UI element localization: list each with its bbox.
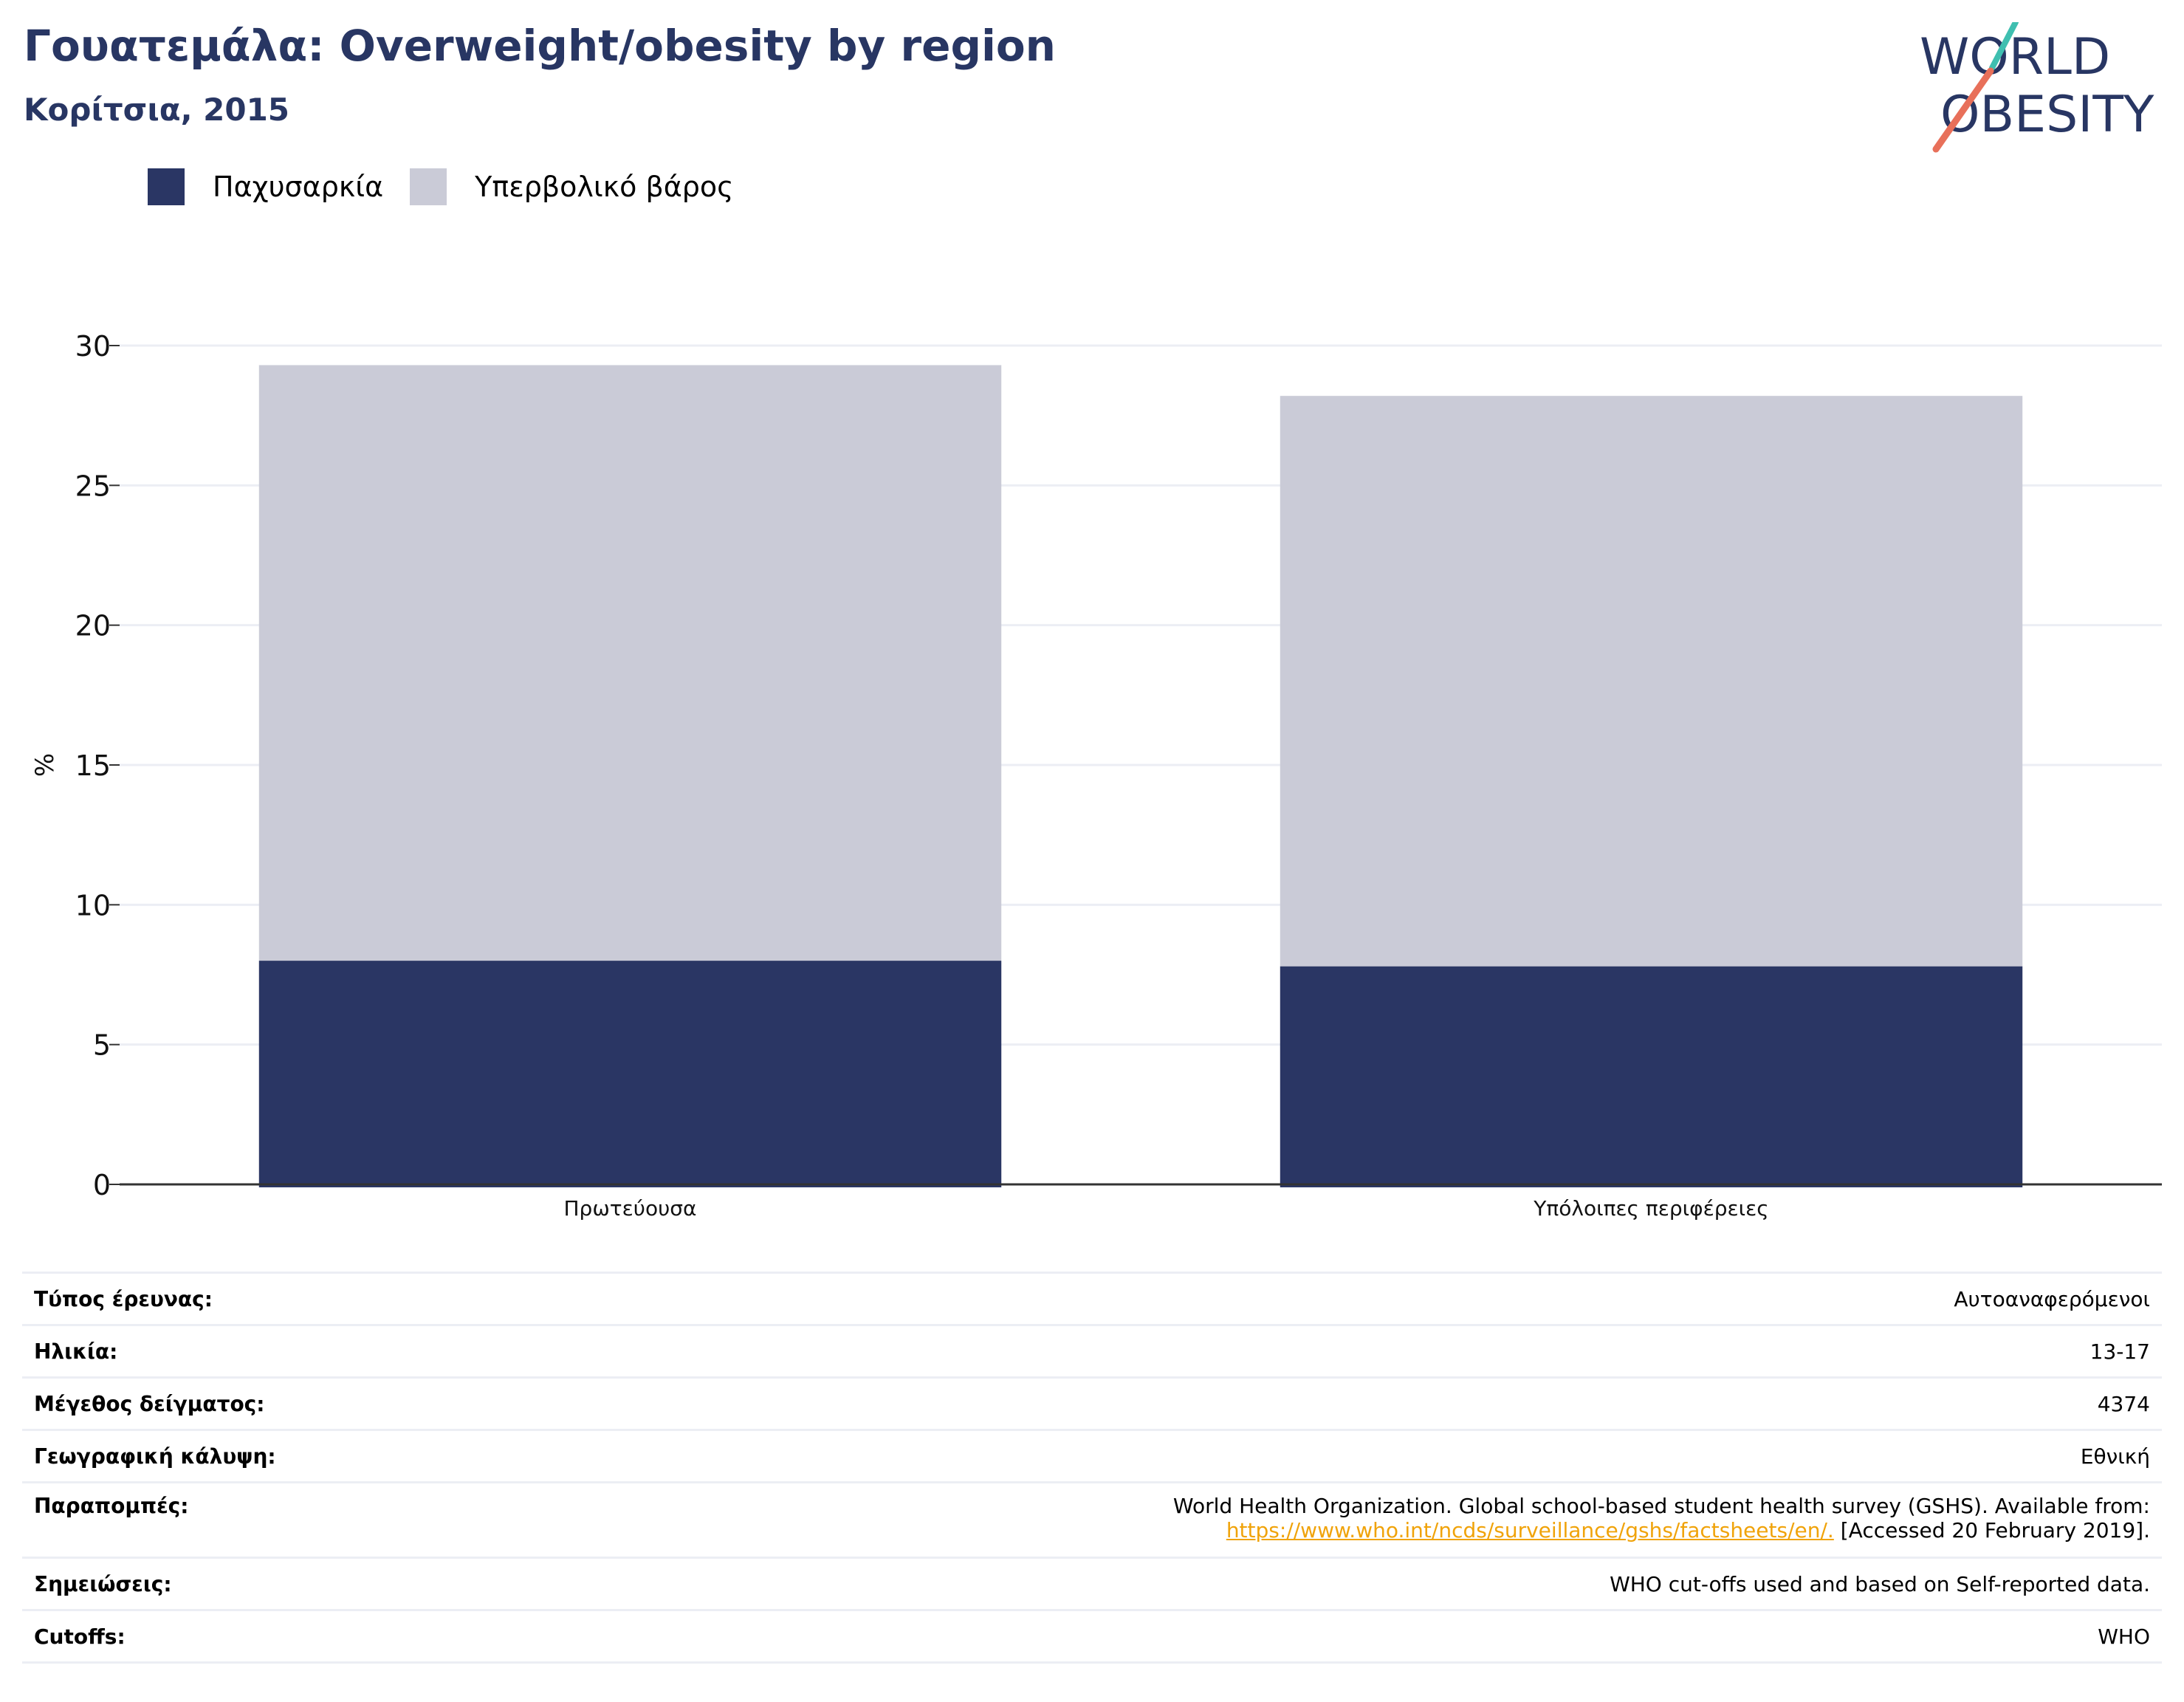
legend-swatch-overweight [410, 168, 447, 205]
chart-legend: Παχυσαρκία Υπερβολικό βάρος [148, 168, 760, 205]
info-label: Ηλικία: [22, 1324, 471, 1378]
references-text: World Health Organization. Global school… [1172, 1494, 2150, 1518]
legend-label-obesity: Παχυσαρκία [213, 171, 384, 203]
info-row-references: Παραπομπές: World Health Organization. G… [22, 1481, 2162, 1558]
y-tick-label: 5 [93, 1029, 111, 1062]
y-tick-label: 0 [93, 1169, 111, 1201]
stacked-bar-chart: 0 5 10 15 20 25 30% Πρωτεύουσα Υπόλοιπες περιφέρ… [30, 330, 2162, 1221]
survey-info-table: Τύπος έρευνας: Αυτοαναφερόμενοι Ηλικία: … [22, 1272, 2162, 1664]
info-row-coverage: Γεωγραφική κάλυψη: Εθνική [22, 1429, 2162, 1483]
info-label: Σημειώσεις: [22, 1557, 471, 1610]
y-tick-label: 20 [75, 610, 111, 642]
x-tick-label: Υπόλοιπες περιφέρειες [1533, 1196, 1768, 1221]
info-value: 4374 [470, 1376, 2162, 1430]
info-row-survey-type: Τύπος έρευνας: Αυτοαναφερόμενοι [22, 1272, 2162, 1325]
info-value: World Health Organization. Global school… [470, 1481, 2162, 1558]
info-value: Εθνική [470, 1429, 2162, 1483]
y-tick-label: 15 [75, 749, 111, 782]
info-label: Γεωγραφική κάλυψη: [22, 1429, 471, 1483]
info-value: WHO cut-offs used and based on Self-repo… [470, 1557, 2162, 1610]
references-accessed: [Accessed 20 February 2019]. [1833, 1518, 2150, 1543]
legend-label-overweight: Υπερβολικό βάρος [475, 171, 734, 203]
svg-text:WORLD: WORLD [1920, 28, 2110, 86]
info-value: Αυτοαναφερόμενοι [470, 1272, 2162, 1325]
y-tick-label: 10 [75, 889, 111, 922]
info-label: Μέγεθος δείγματος: [22, 1376, 471, 1430]
info-row-cutoffs: Cutoffs: WHO [22, 1609, 2162, 1664]
legend-swatch-obesity [148, 168, 185, 205]
info-label: Παραπομπές: [22, 1481, 471, 1558]
chart-subtitle: Κορίτσια, 2015 [24, 92, 290, 128]
x-tick-label: Πρωτεύουσα [563, 1196, 696, 1221]
bar-overweight-0 [258, 365, 1002, 961]
info-row-sample-size: Μέγεθος δείγματος: 4374 [22, 1376, 2162, 1430]
legend-item-obesity: Παχυσαρκία [148, 168, 383, 205]
bar-obesity-0 [258, 961, 1002, 1187]
info-row-age: Ηλικία: 13-17 [22, 1324, 2162, 1378]
info-label: Τύπος έρευνας: [22, 1272, 471, 1325]
y-axis-label: % [30, 753, 60, 777]
world-obesity-logo: WORLD OBESITY [1920, 22, 2154, 153]
references-link[interactable]: https://www.who.int/ncds/surveillance/gs… [1226, 1518, 1834, 1543]
info-value: 13-17 [470, 1324, 2162, 1378]
bar-obesity-1 [1280, 966, 2023, 1187]
info-label: Cutoffs: [22, 1609, 471, 1664]
legend-item-overweight: Υπερβολικό βάρος [410, 168, 733, 205]
info-value: WHO [470, 1609, 2162, 1664]
bar-overweight-1 [1280, 396, 2023, 967]
y-tick-label: 30 [75, 330, 111, 363]
chart-title: Γουατεμάλα: Overweight/obesity by region [24, 21, 1056, 71]
y-tick-label: 25 [75, 470, 111, 502]
info-row-notes: Σημειώσεις: WHO cut-offs used and based … [22, 1557, 2162, 1610]
